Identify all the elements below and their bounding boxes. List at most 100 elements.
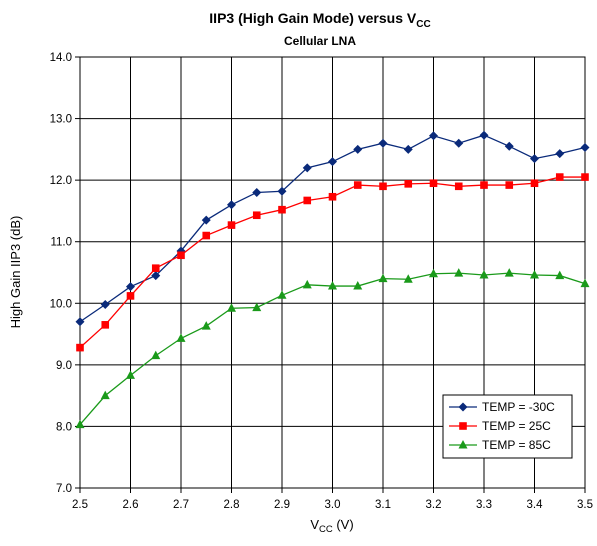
data-point	[303, 196, 312, 205]
data-point	[479, 269, 489, 279]
data-point	[101, 321, 110, 329]
data-point	[429, 179, 438, 188]
series-2	[76, 173, 589, 352]
x-tick-label: 3.3	[476, 499, 492, 511]
series-1	[75, 130, 590, 327]
data-point	[75, 317, 85, 327]
x-tick-label: 2.9	[274, 499, 290, 511]
y-tick-label: 11.0	[50, 237, 72, 249]
data-point	[252, 302, 262, 312]
y-tick-label: 10.0	[50, 298, 72, 310]
data-point	[378, 273, 388, 283]
data-point	[454, 182, 463, 191]
data-point	[126, 282, 135, 292]
data-point	[100, 390, 110, 400]
data-point	[277, 186, 287, 196]
data-point	[126, 370, 135, 379]
data-point	[151, 271, 161, 281]
data-point	[581, 173, 589, 181]
data-point	[328, 157, 337, 167]
data-point	[403, 144, 413, 154]
y-tick-label: 8.0	[56, 421, 72, 433]
data-point	[176, 333, 186, 342]
data-point	[302, 279, 312, 289]
data-point	[530, 269, 539, 279]
legend-label: TEMP = 85C	[482, 438, 551, 452]
data-point	[126, 292, 135, 300]
data-point	[530, 154, 539, 164]
legend-label: TEMP = 25C	[482, 419, 551, 433]
data-point	[177, 251, 185, 260]
data-point	[100, 300, 110, 310]
data-point	[429, 131, 438, 141]
x-tick-label: 3.4	[527, 499, 544, 511]
x-tick-label: 3.0	[325, 499, 341, 511]
data-point	[429, 268, 438, 278]
data-point	[454, 138, 464, 148]
y-tick-label: 7.0	[56, 483, 72, 495]
x-tick-label: 3.5	[577, 499, 593, 511]
data-point	[328, 192, 337, 201]
data-point	[353, 181, 362, 189]
x-tick-label: 3.1	[375, 499, 391, 511]
series-layer	[75, 130, 590, 429]
data-point	[403, 274, 413, 283]
y-axis-label: High Gain IIP3 (dB)	[8, 216, 23, 329]
data-point	[151, 350, 161, 360]
data-point	[505, 181, 514, 189]
data-point	[580, 278, 590, 288]
chart-title: IIP3 (High Gain Mode) versus VCC	[209, 10, 430, 30]
legend-item: TEMP = 25C	[449, 419, 551, 433]
x-tick-label: 2.6	[123, 499, 139, 511]
legend-item: TEMP = -30C	[449, 400, 555, 414]
data-point	[555, 173, 564, 181]
x-tick-label: 3.2	[426, 499, 442, 511]
data-point	[201, 215, 211, 225]
y-tick-label: 9.0	[56, 360, 72, 372]
data-point	[353, 281, 363, 290]
y-tick-label: 12.0	[50, 175, 72, 187]
y-tick-label: 13.0	[50, 114, 72, 126]
data-point	[353, 144, 363, 154]
legend-item: TEMP = 85C	[449, 438, 551, 452]
data-point	[202, 231, 211, 240]
series-3	[75, 268, 590, 429]
x-tick-label: 2.8	[224, 499, 240, 511]
legend-marker	[459, 422, 467, 430]
data-point	[151, 264, 160, 272]
data-point	[378, 138, 388, 148]
legend-marker	[458, 440, 468, 449]
data-point	[504, 141, 514, 151]
data-point	[252, 211, 261, 220]
data-point	[479, 130, 489, 140]
data-point	[201, 321, 211, 330]
data-point	[227, 200, 236, 210]
data-point	[504, 268, 514, 277]
data-point	[530, 179, 539, 188]
chart-subtitle: Cellular LNA	[284, 34, 356, 48]
data-point	[379, 182, 387, 191]
data-point	[404, 180, 413, 188]
x-tick-label: 2.5	[72, 499, 88, 511]
data-point	[75, 419, 85, 429]
data-point	[480, 181, 488, 189]
data-point	[277, 290, 287, 299]
data-point	[555, 270, 565, 280]
data-point	[278, 205, 286, 214]
data-point	[580, 143, 590, 153]
y-tick-label: 14.0	[50, 52, 72, 64]
legend-label: TEMP = -30C	[482, 400, 555, 414]
legend-marker	[458, 402, 468, 412]
x-tick-label: 2.7	[173, 499, 189, 511]
x-axis: 2.5 2.6 2.7 2.8 2.9 3.0 3.1 3.2 3.3 3.4 3.5	[72, 488, 593, 511]
data-point	[76, 343, 84, 352]
data-point	[252, 187, 262, 197]
data-point	[555, 149, 565, 159]
data-point	[454, 268, 464, 277]
y-axis: 7.0 8.0 9.0 10.0 11.0 12.0 13.0 14.0	[50, 52, 80, 495]
data-point	[328, 281, 337, 290]
data-point	[302, 163, 312, 173]
x-axis-label: VCC (V)	[310, 517, 353, 535]
legend: TEMP = -30C TEMP = 25C TEMP = 85C	[442, 394, 573, 459]
